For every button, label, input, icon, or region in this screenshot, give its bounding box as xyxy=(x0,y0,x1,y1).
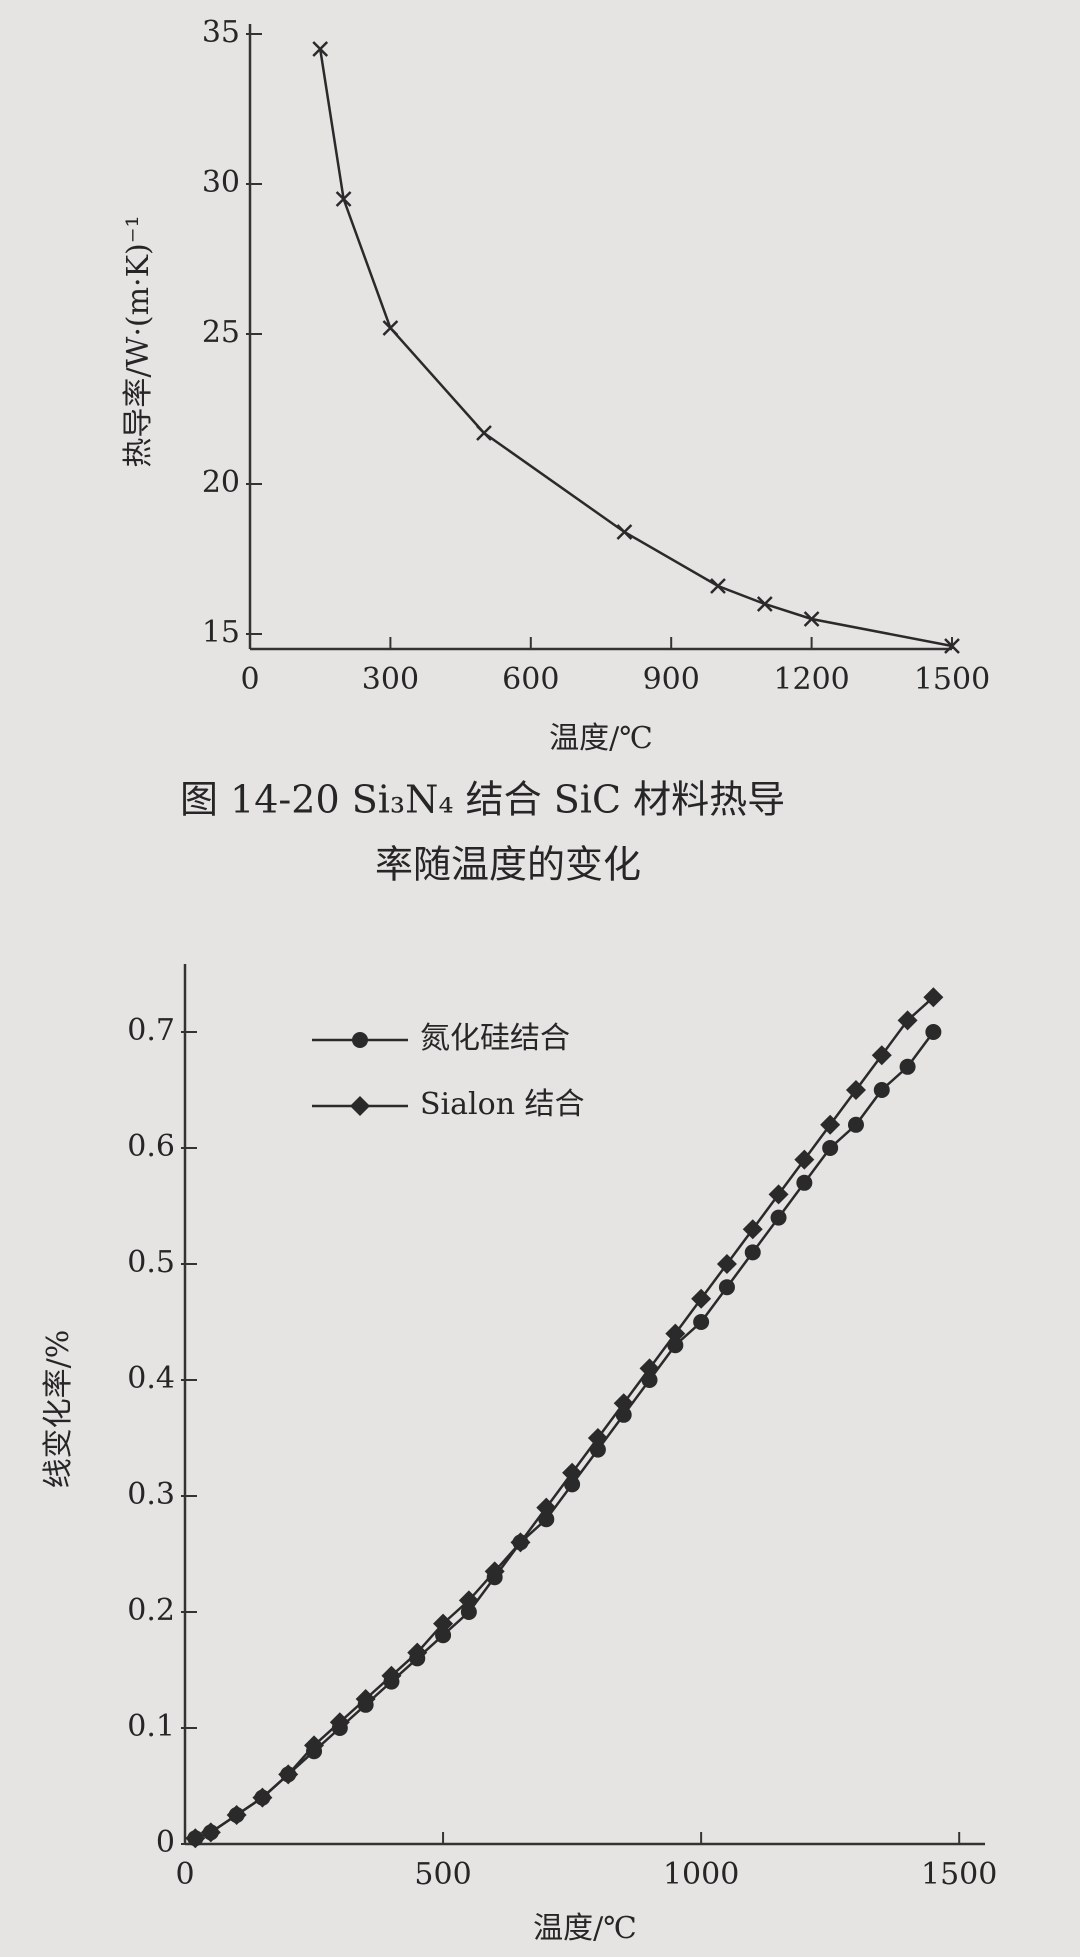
marker xyxy=(185,1828,206,1849)
marker xyxy=(350,1096,370,1116)
x-tick-label: 1500 xyxy=(921,1857,997,1892)
marker xyxy=(484,1561,505,1582)
marker xyxy=(873,1082,890,1098)
x-axis-label: 温度/℃ xyxy=(549,721,653,756)
y-axis-label: 线变化率/% xyxy=(41,1330,76,1489)
marker xyxy=(304,1735,325,1756)
y-tick-label: 0.6 xyxy=(127,1129,175,1164)
marker xyxy=(667,1337,684,1354)
y-tick-label: 0.4 xyxy=(127,1361,175,1396)
marker xyxy=(329,1712,350,1733)
marker xyxy=(845,1080,866,1100)
data-line xyxy=(194,1031,935,1840)
marker xyxy=(335,191,352,207)
marker xyxy=(312,41,329,57)
marker xyxy=(691,1288,712,1309)
marker xyxy=(433,1613,454,1634)
x-tick-label: 300 xyxy=(362,662,419,697)
x-tick-label: 1500 xyxy=(914,662,990,697)
marker xyxy=(381,1665,402,1686)
caption: 率随温度的变化 xyxy=(375,843,641,887)
marker xyxy=(768,1184,789,1205)
marker xyxy=(562,1462,583,1483)
marker xyxy=(899,1058,916,1075)
marker xyxy=(665,1323,686,1344)
marker xyxy=(897,1010,918,1031)
marker xyxy=(756,596,773,612)
marker xyxy=(944,638,960,654)
marker xyxy=(794,1149,815,1170)
y-tick-label: 0.1 xyxy=(127,1709,175,1744)
marker xyxy=(252,1787,273,1808)
y-axis-label: 热导率/W·(m·K)⁻¹ xyxy=(121,215,156,467)
marker xyxy=(613,1393,634,1414)
marker xyxy=(923,987,944,1008)
y-tick-label: 0.5 xyxy=(127,1245,175,1280)
x-tick-label: 500 xyxy=(414,1857,471,1892)
x-tick-label: 0 xyxy=(175,1857,194,1892)
y-tick-label: 20 xyxy=(202,465,240,500)
marker xyxy=(536,1497,557,1518)
marker xyxy=(564,1476,581,1493)
marker xyxy=(718,1279,735,1296)
x-tick-label: 900 xyxy=(643,662,700,697)
marker xyxy=(847,1116,864,1133)
marker xyxy=(458,1590,479,1611)
y-tick-label: 25 xyxy=(202,315,240,350)
marker xyxy=(925,1024,942,1040)
y-tick-label: 0 xyxy=(156,1825,175,1860)
x-axis-label: 温度/℃ xyxy=(533,1911,637,1946)
x-tick-label: 1000 xyxy=(663,1857,739,1892)
y-tick-label: 35 xyxy=(202,15,240,50)
x-tick-label: 1200 xyxy=(773,662,849,697)
legend-label: Sialon 结合 xyxy=(420,1087,585,1122)
marker xyxy=(820,1114,841,1135)
marker xyxy=(693,1314,710,1330)
legend-label: 氮化硅结合 xyxy=(420,1021,570,1056)
marker xyxy=(587,1428,608,1448)
marker xyxy=(822,1140,839,1156)
x-tick-label: 600 xyxy=(502,662,559,697)
marker xyxy=(278,1764,299,1785)
marker xyxy=(476,425,492,441)
marker xyxy=(716,1254,737,1274)
data-line xyxy=(318,48,953,648)
marker xyxy=(435,1627,452,1644)
marker xyxy=(589,1441,606,1458)
marker xyxy=(639,1358,660,1379)
y-tick-label: 0.7 xyxy=(127,1013,175,1048)
y-tick-label: 30 xyxy=(202,165,240,200)
marker xyxy=(460,1604,477,1620)
marker xyxy=(538,1511,555,1528)
marker xyxy=(510,1532,531,1553)
x-tick-label: 0 xyxy=(240,662,259,697)
marker xyxy=(803,611,820,627)
caption: 图 14-20 Si₃N₄ 结合 SiC 材料热导 xyxy=(180,778,785,822)
marker xyxy=(641,1372,658,1388)
marker xyxy=(742,1219,763,1240)
marker xyxy=(352,1032,368,1048)
marker xyxy=(796,1174,813,1191)
marker xyxy=(616,524,633,540)
marker xyxy=(710,578,726,594)
y-tick-label: 15 xyxy=(202,615,240,650)
marker xyxy=(355,1689,376,1709)
marker xyxy=(770,1209,787,1226)
marker xyxy=(615,1406,632,1423)
marker xyxy=(200,1822,221,1843)
marker xyxy=(226,1805,247,1825)
y-tick-label: 0.3 xyxy=(127,1477,175,1512)
y-tick-label: 0.2 xyxy=(127,1593,175,1628)
marker xyxy=(744,1244,761,1261)
marker xyxy=(871,1045,892,1066)
marker xyxy=(382,320,399,336)
marker xyxy=(407,1642,428,1663)
